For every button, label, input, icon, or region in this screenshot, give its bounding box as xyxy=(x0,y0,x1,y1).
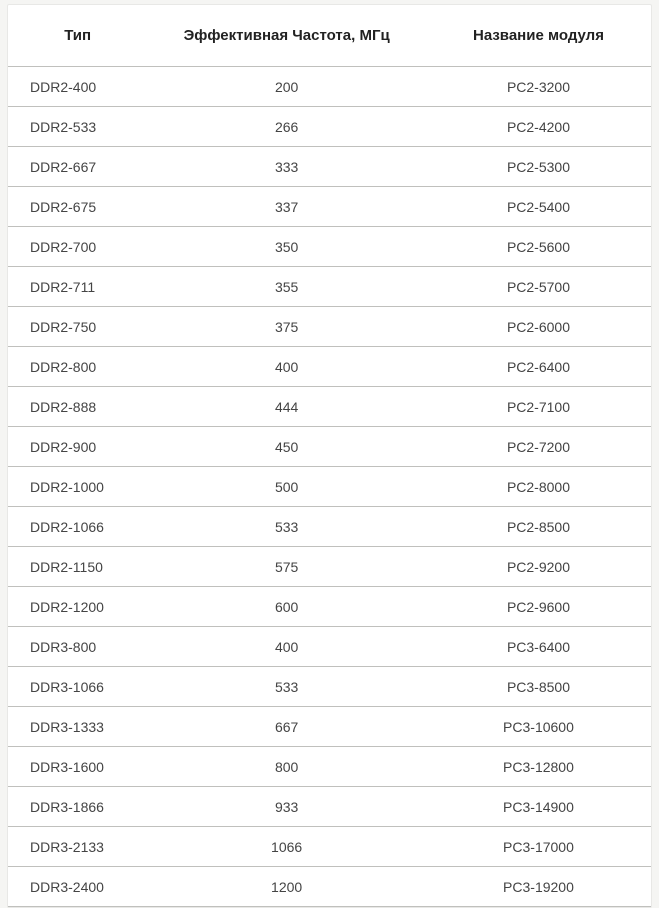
table-row: DDR2-400200PC2-3200 xyxy=(8,67,651,107)
cell-frequency: 337 xyxy=(147,187,426,227)
cell-type: DDR2-700 xyxy=(8,227,147,267)
cell-module: PC3-12800 xyxy=(426,747,651,787)
cell-type: DDR2-533 xyxy=(8,107,147,147)
cell-frequency: 533 xyxy=(147,507,426,547)
cell-module: PC3-10600 xyxy=(426,707,651,747)
cell-frequency: 355 xyxy=(147,267,426,307)
cell-type: DDR3-800 xyxy=(8,627,147,667)
table-row: DDR2-700350PC2-5600 xyxy=(8,227,651,267)
table-row: DDR2-1150575PC2-9200 xyxy=(8,547,651,587)
cell-type: DDR2-800 xyxy=(8,347,147,387)
cell-type: DDR2-667 xyxy=(8,147,147,187)
cell-frequency: 575 xyxy=(147,547,426,587)
cell-type: DDR3-1600 xyxy=(8,747,147,787)
table-row: DDR2-888444PC2-7100 xyxy=(8,387,651,427)
table-row: DDR2-750375PC2-6000 xyxy=(8,307,651,347)
table-header-row: Тип Эффективная Частота, МГц Название мо… xyxy=(8,5,651,67)
table-row: DDR3-800400PC3-6400 xyxy=(8,627,651,667)
cell-frequency: 600 xyxy=(147,587,426,627)
table-row: DDR3-1066533PC3-8500 xyxy=(8,667,651,707)
cell-module: PC2-7100 xyxy=(426,387,651,427)
column-header-module: Название модуля xyxy=(426,5,651,67)
cell-type: DDR2-1066 xyxy=(8,507,147,547)
cell-type: DDR2-750 xyxy=(8,307,147,347)
cell-frequency: 667 xyxy=(147,707,426,747)
cell-module: PC3-19200 xyxy=(426,867,651,907)
cell-module: PC2-5400 xyxy=(426,187,651,227)
cell-frequency: 500 xyxy=(147,467,426,507)
cell-module: PC3-17000 xyxy=(426,827,651,867)
cell-module: PC2-4200 xyxy=(426,107,651,147)
cell-frequency: 200 xyxy=(147,67,426,107)
table-body: DDR2-400200PC2-3200DDR2-533266PC2-4200DD… xyxy=(8,67,651,907)
cell-frequency: 333 xyxy=(147,147,426,187)
table-row: DDR3-1866933PC3-14900 xyxy=(8,787,651,827)
table-row: DDR2-711355PC2-5700 xyxy=(8,267,651,307)
cell-module: PC3-6400 xyxy=(426,627,651,667)
cell-module: PC2-7200 xyxy=(426,427,651,467)
cell-frequency: 450 xyxy=(147,427,426,467)
table-row: DDR2-900450PC2-7200 xyxy=(8,427,651,467)
cell-type: DDR2-888 xyxy=(8,387,147,427)
cell-type: DDR2-675 xyxy=(8,187,147,227)
table-row: DDR3-24001200PC3-19200 xyxy=(8,867,651,907)
cell-type: DDR2-400 xyxy=(8,67,147,107)
cell-module: PC2-5300 xyxy=(426,147,651,187)
cell-module: PC2-3200 xyxy=(426,67,651,107)
cell-module: PC2-8000 xyxy=(426,467,651,507)
column-header-frequency: Эффективная Частота, МГц xyxy=(147,5,426,67)
cell-frequency: 533 xyxy=(147,667,426,707)
table-container: Тип Эффективная Частота, МГц Название мо… xyxy=(7,4,652,908)
table-row: DDR2-675337PC2-5400 xyxy=(8,187,651,227)
table-row: DDR3-21331066PC3-17000 xyxy=(8,827,651,867)
cell-frequency: 1200 xyxy=(147,867,426,907)
cell-module: PC3-14900 xyxy=(426,787,651,827)
cell-module: PC2-6000 xyxy=(426,307,651,347)
table-row: DDR2-1200600PC2-9600 xyxy=(8,587,651,627)
cell-type: DDR2-900 xyxy=(8,427,147,467)
cell-module: PC2-6400 xyxy=(426,347,651,387)
table-row: DDR2-1000500PC2-8000 xyxy=(8,467,651,507)
table-row: DDR3-1600800PC3-12800 xyxy=(8,747,651,787)
cell-type: DDR2-1150 xyxy=(8,547,147,587)
table-row: DDR2-1066533PC2-8500 xyxy=(8,507,651,547)
cell-module: PC2-9600 xyxy=(426,587,651,627)
cell-type: DDR3-1866 xyxy=(8,787,147,827)
cell-frequency: 933 xyxy=(147,787,426,827)
cell-type: DDR3-1333 xyxy=(8,707,147,747)
table-row: DDR3-1333667PC3-10600 xyxy=(8,707,651,747)
cell-module: PC3-8500 xyxy=(426,667,651,707)
cell-frequency: 1066 xyxy=(147,827,426,867)
table-row: DDR2-533266PC2-4200 xyxy=(8,107,651,147)
cell-module: PC2-5700 xyxy=(426,267,651,307)
cell-type: DDR2-711 xyxy=(8,267,147,307)
table-row: DDR2-800400PC2-6400 xyxy=(8,347,651,387)
cell-frequency: 400 xyxy=(147,627,426,667)
column-header-type: Тип xyxy=(8,5,147,67)
cell-type: DDR3-1066 xyxy=(8,667,147,707)
cell-type: DDR3-2133 xyxy=(8,827,147,867)
cell-type: DDR2-1200 xyxy=(8,587,147,627)
cell-type: DDR2-1000 xyxy=(8,467,147,507)
cell-frequency: 444 xyxy=(147,387,426,427)
cell-module: PC2-5600 xyxy=(426,227,651,267)
cell-frequency: 400 xyxy=(147,347,426,387)
cell-frequency: 266 xyxy=(147,107,426,147)
cell-module: PC2-8500 xyxy=(426,507,651,547)
cell-type: DDR3-2400 xyxy=(8,867,147,907)
table-row: DDR2-667333PC2-5300 xyxy=(8,147,651,187)
cell-frequency: 800 xyxy=(147,747,426,787)
cell-module: PC2-9200 xyxy=(426,547,651,587)
cell-frequency: 375 xyxy=(147,307,426,347)
cell-frequency: 350 xyxy=(147,227,426,267)
memory-table: Тип Эффективная Частота, МГц Название мо… xyxy=(8,5,651,907)
